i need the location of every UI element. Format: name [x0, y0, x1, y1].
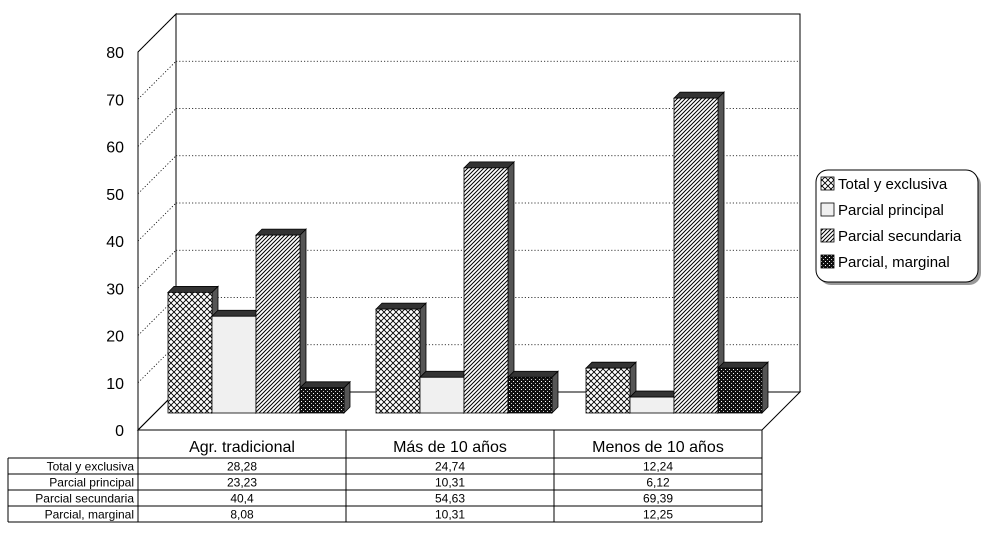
bar-top	[419, 370, 471, 378]
table-cell: 40,4	[230, 492, 254, 506]
bar-top	[629, 390, 681, 398]
table-cell: 23,23	[227, 476, 257, 490]
table-cell: 12,24	[643, 460, 673, 474]
table-cell: 24,74	[435, 460, 465, 474]
side-gridline	[137, 60, 177, 100]
bar-top	[167, 285, 219, 293]
bar-top	[299, 381, 351, 389]
bar	[255, 234, 301, 414]
legend-swatch	[820, 254, 835, 269]
y-tick-label: 10	[106, 376, 124, 393]
bar	[463, 167, 509, 414]
category-label: Menos de 10 años	[592, 439, 724, 456]
bar	[507, 376, 553, 414]
y-tick-label: 0	[115, 423, 124, 440]
side-gridline	[137, 249, 177, 289]
bar	[167, 291, 213, 414]
table-cell: 10,31	[435, 508, 465, 522]
bar	[211, 315, 257, 414]
y-tick-label: 50	[106, 187, 124, 204]
data-table: Agr. tradicional Más de 10 años Menos de 1…	[7, 429, 763, 523]
table-cell: 6,12	[646, 476, 670, 490]
bar-side	[761, 361, 769, 414]
category-label: Agr. tradicional	[189, 439, 295, 456]
legend-label: Total y exclusiva	[838, 176, 948, 193]
y-tick-label: 80	[106, 45, 124, 62]
bar	[585, 367, 631, 414]
bar-top	[375, 302, 427, 310]
legend-label: Parcial, marginal	[838, 254, 950, 271]
bar-top	[463, 161, 515, 169]
legend-label: Parcial secundaria	[838, 228, 962, 245]
bar-top	[673, 91, 725, 99]
table-cell: 28,28	[227, 460, 257, 474]
bar	[629, 396, 675, 414]
y-tick-label: 20	[106, 329, 124, 346]
bars	[167, 91, 769, 414]
y-tick-label: 70	[106, 92, 124, 109]
y-tick-label: 60	[106, 140, 124, 157]
bar-side	[551, 370, 559, 414]
table-row-label: Parcial, marginal	[45, 508, 134, 522]
y-axis: 0 10 20 30 40 50 60 70 80	[106, 45, 124, 440]
bar	[299, 387, 345, 414]
bar-top	[211, 309, 263, 317]
legend-swatch	[820, 228, 835, 243]
table-cell: 8,08	[230, 508, 254, 522]
table-cell: 10,31	[435, 476, 465, 490]
side-gridline	[137, 155, 177, 195]
bar-top	[717, 361, 769, 369]
legend: Total y exclusiva Parcial principal Parcia…	[815, 169, 981, 285]
y-tick-label: 40	[106, 234, 124, 251]
category-label: Más de 10 años	[393, 439, 507, 456]
bar-top	[585, 361, 637, 369]
legend-swatch	[820, 202, 835, 217]
table-cell: 54,63	[435, 492, 465, 506]
table-row-label: Parcial secundaria	[35, 492, 134, 506]
bar	[419, 376, 465, 414]
table-cell: 12,25	[643, 508, 673, 522]
legend-swatch	[820, 176, 835, 191]
bar	[673, 97, 719, 414]
bar	[375, 308, 421, 414]
legend-box	[815, 169, 979, 283]
table-row-label: Parcial principal	[49, 476, 134, 490]
side-gridline	[137, 108, 177, 147]
bar-top	[255, 228, 307, 236]
table-cell: 69,39	[643, 492, 673, 506]
bar	[717, 367, 763, 414]
table-row-label: Total y exclusiva	[47, 460, 135, 474]
bar-top	[507, 370, 559, 378]
legend-label: Parcial principal	[838, 202, 944, 219]
side-gridline	[137, 202, 177, 242]
y-tick-label: 30	[106, 281, 124, 298]
